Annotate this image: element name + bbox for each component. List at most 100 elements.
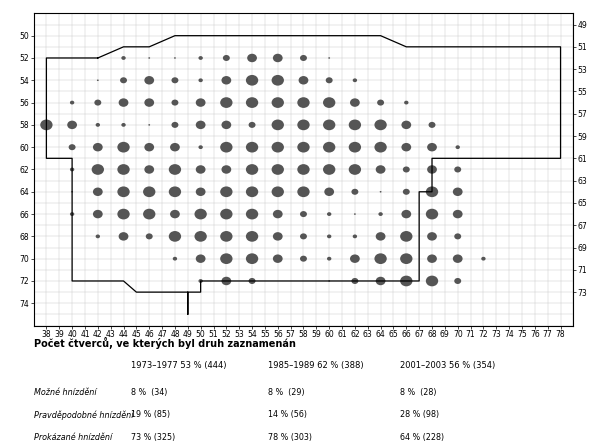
- Text: 1985–1989 62 % (388): 1985–1989 62 % (388): [268, 361, 364, 370]
- Circle shape: [326, 77, 332, 83]
- Circle shape: [400, 276, 412, 286]
- Circle shape: [453, 255, 462, 263]
- Circle shape: [426, 276, 438, 286]
- Circle shape: [298, 76, 309, 85]
- Circle shape: [249, 278, 256, 284]
- Circle shape: [401, 143, 411, 152]
- Circle shape: [271, 120, 284, 130]
- Circle shape: [117, 186, 130, 197]
- Circle shape: [143, 209, 156, 219]
- Circle shape: [70, 212, 74, 216]
- Circle shape: [96, 123, 100, 127]
- Circle shape: [145, 76, 154, 85]
- Circle shape: [350, 255, 360, 263]
- Circle shape: [427, 143, 437, 152]
- Circle shape: [96, 235, 100, 238]
- Text: 8 %  (28): 8 % (28): [400, 388, 436, 397]
- Circle shape: [69, 144, 76, 150]
- Circle shape: [173, 257, 177, 260]
- Circle shape: [271, 75, 284, 86]
- Circle shape: [271, 164, 284, 175]
- Circle shape: [403, 166, 410, 173]
- Circle shape: [323, 120, 336, 130]
- Circle shape: [481, 257, 486, 260]
- Circle shape: [454, 278, 461, 284]
- Circle shape: [221, 165, 231, 174]
- Circle shape: [169, 186, 181, 197]
- Circle shape: [297, 164, 310, 175]
- Circle shape: [400, 231, 412, 242]
- Circle shape: [148, 57, 150, 59]
- Circle shape: [271, 186, 284, 197]
- Circle shape: [120, 77, 127, 83]
- Circle shape: [70, 168, 74, 171]
- Circle shape: [426, 209, 438, 219]
- Circle shape: [148, 124, 150, 126]
- Text: 73 % (325): 73 % (325): [131, 433, 176, 442]
- Circle shape: [220, 186, 232, 197]
- Circle shape: [95, 99, 101, 106]
- Circle shape: [117, 209, 130, 219]
- Circle shape: [220, 231, 232, 242]
- Circle shape: [198, 145, 203, 149]
- Circle shape: [146, 233, 152, 240]
- Circle shape: [169, 164, 181, 175]
- Text: 19 % (85): 19 % (85): [131, 410, 170, 419]
- Circle shape: [297, 186, 310, 197]
- Circle shape: [353, 235, 357, 238]
- Text: Prokázané hnízdění: Prokázané hnízdění: [34, 433, 112, 442]
- Circle shape: [349, 164, 361, 175]
- Circle shape: [196, 188, 206, 196]
- Circle shape: [401, 121, 411, 129]
- Circle shape: [325, 188, 334, 196]
- Circle shape: [145, 143, 154, 152]
- Circle shape: [71, 191, 73, 193]
- Circle shape: [403, 189, 410, 195]
- Circle shape: [456, 145, 460, 149]
- Text: 28 % (98): 28 % (98): [400, 410, 439, 419]
- Circle shape: [171, 99, 178, 106]
- Circle shape: [92, 164, 104, 175]
- Circle shape: [454, 233, 461, 240]
- Circle shape: [453, 188, 462, 196]
- Circle shape: [145, 99, 154, 107]
- Circle shape: [246, 164, 258, 175]
- Text: 2001–2003 56 % (354): 2001–2003 56 % (354): [400, 361, 495, 370]
- Circle shape: [349, 120, 361, 130]
- Circle shape: [349, 142, 361, 153]
- Circle shape: [118, 232, 129, 241]
- Circle shape: [376, 165, 386, 174]
- Circle shape: [273, 232, 282, 241]
- Circle shape: [121, 123, 126, 127]
- Circle shape: [427, 232, 437, 241]
- Circle shape: [198, 279, 203, 283]
- Circle shape: [297, 142, 310, 153]
- Circle shape: [40, 120, 52, 130]
- Circle shape: [249, 122, 256, 128]
- Circle shape: [121, 56, 126, 60]
- Circle shape: [401, 210, 411, 219]
- Circle shape: [220, 209, 232, 219]
- Circle shape: [221, 121, 231, 129]
- Circle shape: [400, 253, 412, 264]
- Text: 8 %  (29): 8 % (29): [268, 388, 305, 397]
- Circle shape: [327, 235, 331, 238]
- Circle shape: [379, 191, 381, 193]
- Circle shape: [328, 57, 330, 59]
- Circle shape: [198, 56, 203, 60]
- Circle shape: [97, 79, 99, 81]
- Text: 14 % (56): 14 % (56): [268, 410, 307, 419]
- Circle shape: [376, 232, 386, 241]
- Circle shape: [327, 212, 331, 216]
- Circle shape: [246, 253, 258, 264]
- Circle shape: [327, 257, 331, 260]
- Circle shape: [93, 188, 102, 196]
- Circle shape: [246, 142, 258, 153]
- Circle shape: [246, 186, 258, 197]
- Circle shape: [271, 97, 284, 108]
- Circle shape: [404, 101, 409, 104]
- Circle shape: [174, 57, 176, 59]
- Circle shape: [93, 143, 102, 152]
- Circle shape: [67, 121, 77, 129]
- Circle shape: [300, 211, 307, 217]
